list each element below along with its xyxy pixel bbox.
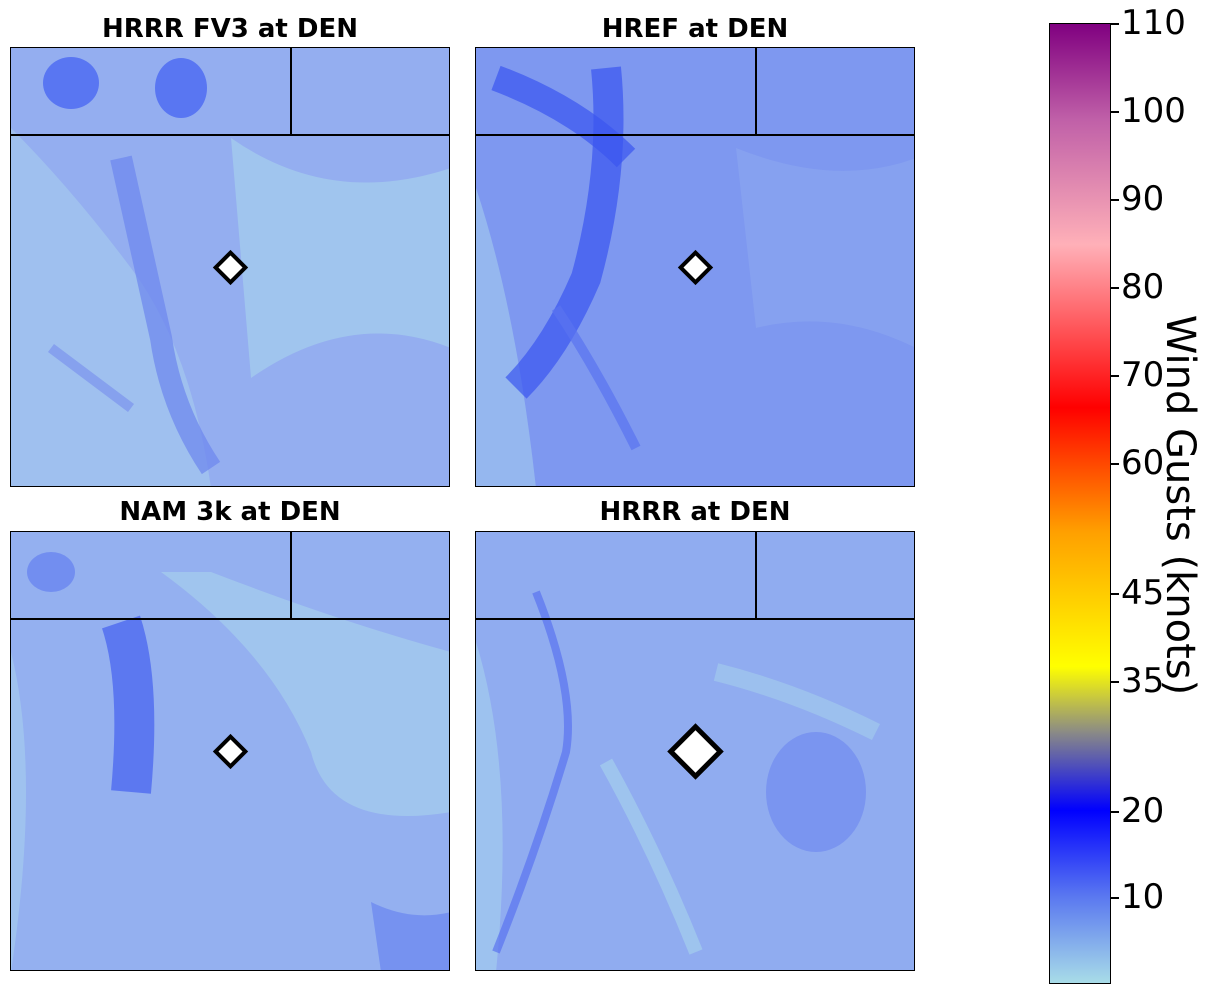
colorbar-tick-label: 10 <box>1121 877 1165 917</box>
map-panel-hrrr-fv3 <box>10 47 450 487</box>
colorbar-tick <box>1111 287 1119 289</box>
panel-title-hrrr-fv3: HRRR FV3 at DEN <box>101 14 359 44</box>
map-panel-href <box>475 47 915 487</box>
colorbar-tick-label: 70 <box>1121 355 1165 395</box>
colorbar-tick <box>1111 199 1119 201</box>
wind-gust-field-hrrr <box>476 532 914 970</box>
station-marker-icon <box>212 733 249 770</box>
colorbar-tick-label: 60 <box>1121 443 1165 483</box>
wind-gust-field-href <box>476 48 914 486</box>
station-marker-icon <box>677 249 714 286</box>
colorbar-tick-label: 45 <box>1121 573 1165 613</box>
colorbar-tick-label: 80 <box>1121 267 1165 307</box>
colorbar-tick <box>1111 111 1119 113</box>
wind-gust-field-nam-3k <box>11 532 449 970</box>
colorbar-gradient <box>1049 23 1111 984</box>
panel-title-nam-3k: NAM 3k at DEN <box>119 497 341 527</box>
colorbar-tick-label: 100 <box>1121 91 1186 131</box>
colorbar-tick-label: 110 <box>1121 3 1186 43</box>
colorbar-tick <box>1111 681 1119 683</box>
panel-title-hrrr: HRRR at DEN <box>599 497 791 527</box>
station-marker-icon <box>212 249 249 286</box>
colorbar-tick-label: 90 <box>1121 179 1165 219</box>
colorbar-tick <box>1111 463 1119 465</box>
station-marker-icon <box>667 723 724 780</box>
colorbar-title-text: Wind Gusts (knots) <box>1157 314 1203 696</box>
colorbar-title: Wind Gusts (knots) <box>1150 305 1210 705</box>
colorbar-tick-label: 35 <box>1121 661 1165 701</box>
colorbar-tick <box>1111 375 1119 377</box>
colorbar-tick <box>1111 811 1119 813</box>
colorbar-tick <box>1111 23 1119 25</box>
colorbar-tick <box>1111 897 1119 899</box>
wind-gust-field-hrrr-fv3 <box>11 48 449 486</box>
map-panel-nam-3k <box>10 531 450 971</box>
colorbar-tick <box>1111 593 1119 595</box>
map-panel-hrrr <box>475 531 915 971</box>
colorbar-tick-label: 20 <box>1121 791 1165 831</box>
panel-title-href: HREF at DEN <box>601 14 789 44</box>
colorbar: 110 100 90 80 70 60 45 35 20 10 <box>1049 6 1186 984</box>
